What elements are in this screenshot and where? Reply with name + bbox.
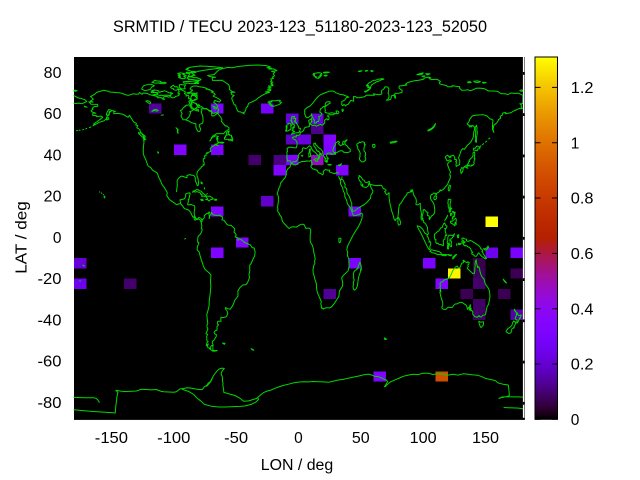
svg-text:LAT / deg: LAT / deg: [14, 201, 31, 274]
svg-text:1: 1: [571, 135, 580, 152]
svg-text:-100: -100: [157, 430, 190, 447]
svg-text:0.4: 0.4: [571, 301, 594, 318]
svg-text:150: 150: [472, 430, 499, 447]
svg-text:SRMTID / TECU 2023-123_51180-2: SRMTID / TECU 2023-123_51180-2023-123_52…: [113, 18, 487, 36]
svg-text:0.6: 0.6: [571, 246, 594, 263]
svg-text:-50: -50: [224, 430, 248, 447]
svg-text:-40: -40: [38, 312, 62, 329]
svg-text:LON / deg: LON / deg: [261, 457, 334, 474]
svg-text:-60: -60: [38, 354, 62, 371]
svg-text:40: 40: [44, 147, 62, 164]
svg-text:0: 0: [53, 230, 62, 247]
svg-text:60: 60: [44, 106, 62, 123]
svg-text:80: 80: [44, 65, 62, 82]
svg-text:0: 0: [294, 430, 303, 447]
svg-text:0: 0: [571, 412, 580, 429]
svg-text:20: 20: [44, 189, 62, 206]
svg-text:50: 50: [352, 430, 370, 447]
svg-text:100: 100: [410, 430, 437, 447]
svg-text:0.2: 0.2: [571, 357, 594, 374]
svg-text:-150: -150: [95, 430, 128, 447]
svg-text:1.2: 1.2: [571, 80, 594, 97]
svg-text:-80: -80: [38, 395, 62, 412]
svg-text:0.8: 0.8: [571, 191, 594, 208]
svg-text:-20: -20: [38, 271, 62, 288]
